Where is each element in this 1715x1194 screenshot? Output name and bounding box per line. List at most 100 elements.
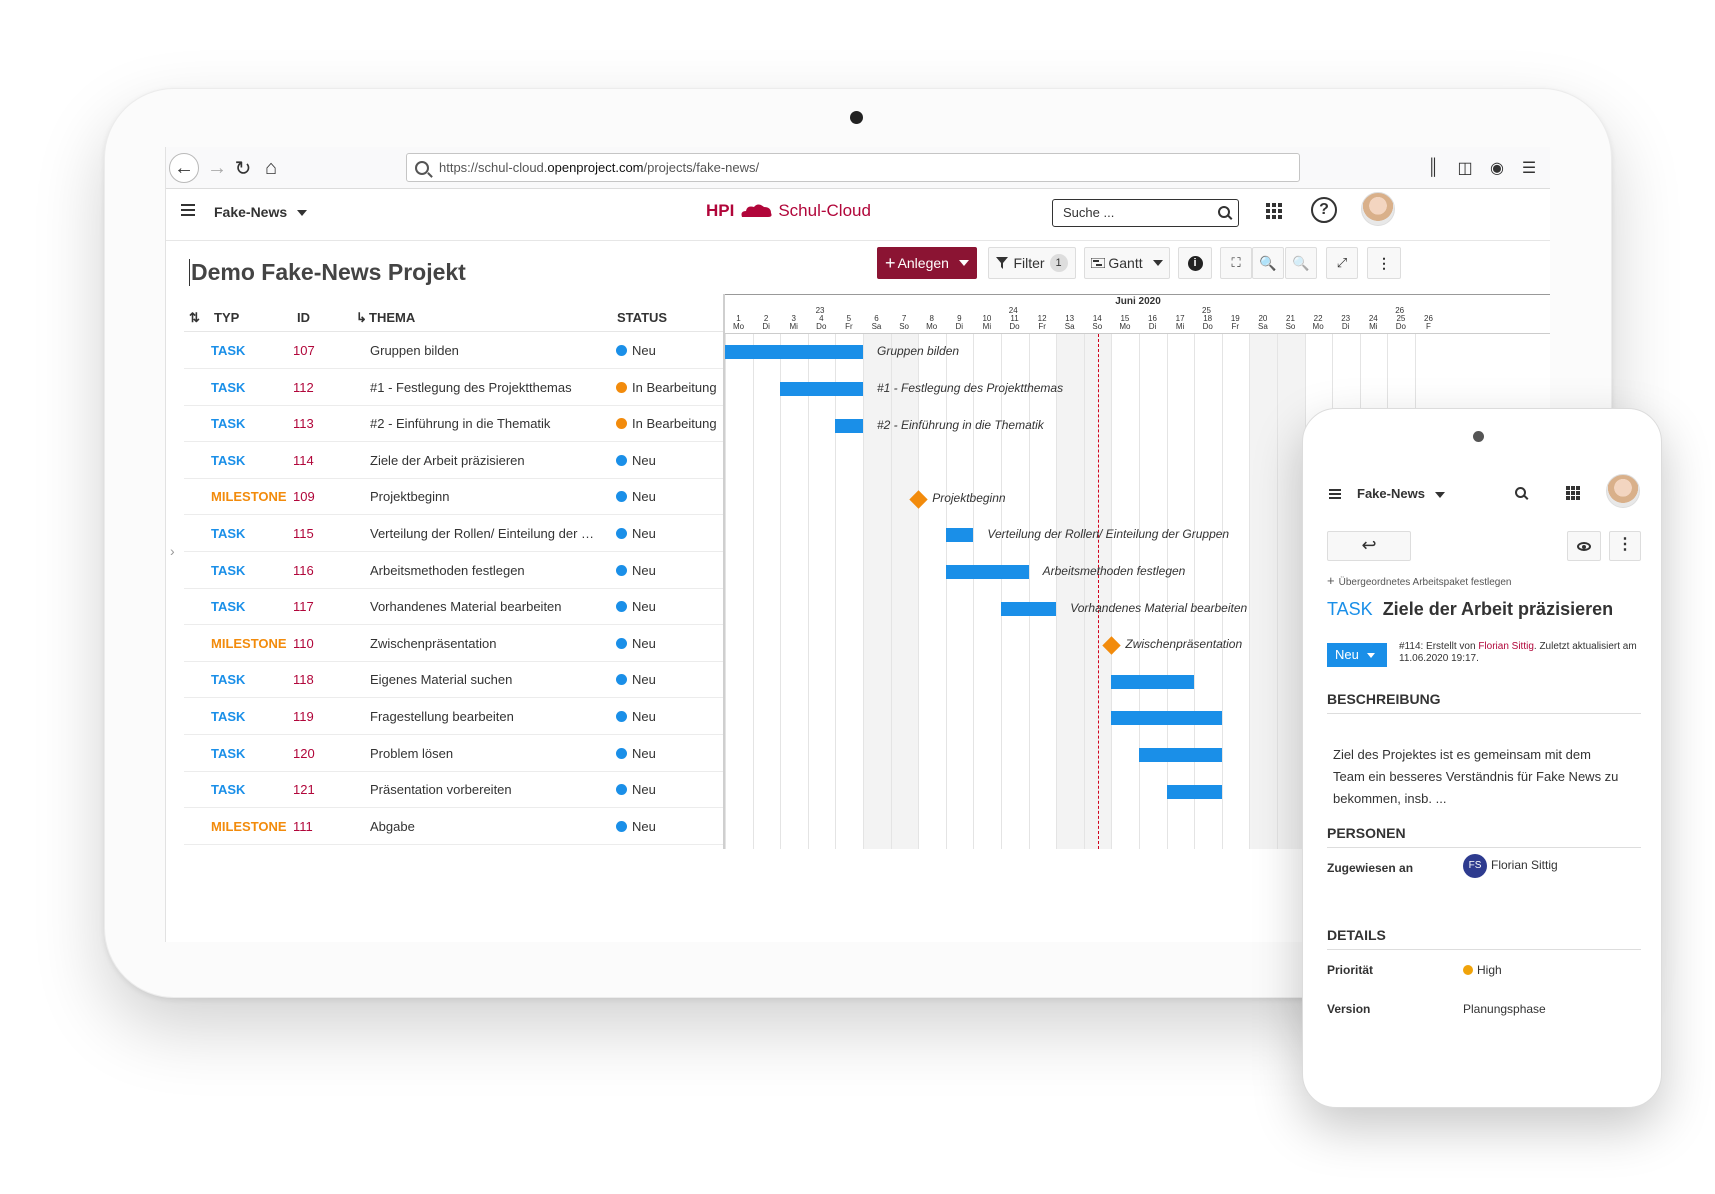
description-text[interactable]: Ziel des Projektes ist es gemeinsam mit … bbox=[1333, 747, 1619, 806]
column-type[interactable]: TYP bbox=[214, 310, 240, 325]
cell-id[interactable]: 119 bbox=[293, 709, 314, 724]
cell-status[interactable]: In Bearbeitung bbox=[616, 416, 717, 431]
table-row[interactable]: TASK 121 Präsentation vorbereiten Neu bbox=[184, 771, 724, 809]
cell-subject[interactable]: Zwischenpräsentation bbox=[370, 635, 497, 651]
cell-id[interactable]: 116 bbox=[293, 562, 314, 578]
cell-id[interactable]: 117 bbox=[293, 599, 314, 615]
account-icon[interactable]: ◉ bbox=[1490, 160, 1504, 177]
table-row[interactable]: TASK 116 Arbeitsmethoden festlegen Neu bbox=[184, 552, 724, 589]
priority-field[interactable]: High bbox=[1463, 963, 1502, 977]
status-dropdown[interactable]: Neu bbox=[1327, 643, 1387, 667]
cell-subject[interactable]: Ziele der Arbeit präzisieren bbox=[370, 452, 525, 468]
cell-subject[interactable]: Abgabe bbox=[370, 818, 415, 834]
hierarchy-icon[interactable]: ↳ bbox=[356, 310, 367, 325]
table-row[interactable]: TASK 107 Gruppen bilden Neu bbox=[184, 332, 724, 369]
cell-subject[interactable]: Eigenes Material suchen bbox=[370, 672, 513, 688]
cell-subject[interactable]: Präsentation vorbereiten bbox=[370, 782, 512, 798]
zoom-in-button[interactable]: 🔍 bbox=[1252, 247, 1284, 279]
gantt-bar[interactable] bbox=[1111, 674, 1195, 689]
more-menu-button[interactable]: ⋮ bbox=[1609, 531, 1641, 561]
gantt-bar[interactable] bbox=[1001, 601, 1057, 616]
cell-subject[interactable]: #2 - Einführung in die Thematik bbox=[370, 416, 551, 432]
apps-grid-icon[interactable] bbox=[1566, 486, 1580, 500]
gantt-bar[interactable] bbox=[945, 528, 974, 543]
sidebar-icon[interactable]: ◫ bbox=[1457, 160, 1473, 177]
hamburger-icon[interactable] bbox=[181, 204, 195, 216]
cell-status[interactable]: Neu bbox=[616, 489, 656, 504]
cell-subject[interactable]: Vorhandenes Material bearbeiten bbox=[370, 599, 562, 615]
search-icon[interactable] bbox=[1515, 487, 1526, 498]
cell-subject[interactable]: Problem lösen bbox=[370, 745, 454, 761]
set-parent-link[interactable]: + Übergeordnetes Arbeitspaket festlegen bbox=[1327, 573, 1511, 588]
cell-status[interactable]: In Bearbeitung bbox=[616, 380, 717, 395]
gantt-bar[interactable] bbox=[945, 564, 1029, 579]
table-row[interactable]: TASK 120 Problem lösen Neu bbox=[184, 735, 724, 772]
cell-id[interactable]: 111 bbox=[293, 818, 313, 834]
cell-status[interactable]: Neu bbox=[616, 709, 656, 724]
cell-subject[interactable]: Fragestellung bearbeiten bbox=[370, 709, 514, 724]
cell-status[interactable]: Neu bbox=[616, 746, 656, 761]
cell-status[interactable]: Neu bbox=[616, 343, 656, 358]
cell-status[interactable]: Neu bbox=[616, 672, 656, 687]
table-row[interactable]: MILESTONE 109 Projektbeginn Neu bbox=[184, 478, 724, 516]
cell-id[interactable]: 121 bbox=[293, 782, 315, 798]
column-subject[interactable]: THEMA bbox=[369, 310, 416, 325]
more-menu-button[interactable]: ⋮ bbox=[1367, 247, 1401, 279]
table-row[interactable]: TASK 112 #1 - Festlegung des Projektthemas… bbox=[184, 369, 724, 406]
cell-status[interactable]: Neu bbox=[616, 819, 656, 834]
cell-status[interactable]: Neu bbox=[616, 782, 656, 797]
column-status[interactable]: STATUS bbox=[617, 310, 668, 325]
cell-subject[interactable]: Projektbeginn bbox=[370, 489, 450, 505]
url-bar[interactable]: https://schul-cloud. openproject.com/proj… bbox=[406, 153, 1300, 182]
gantt-bar[interactable] bbox=[835, 418, 863, 433]
library-icon[interactable]: ║ bbox=[1427, 159, 1439, 176]
cell-status[interactable]: Neu bbox=[616, 599, 656, 614]
reload-icon[interactable]: ↻ bbox=[234, 157, 252, 180]
cell-id[interactable]: 107 bbox=[293, 343, 315, 358]
help-icon[interactable]: ? bbox=[1311, 197, 1337, 223]
info-button[interactable]: i bbox=[1178, 247, 1212, 279]
cell-id[interactable]: 110 bbox=[293, 635, 314, 651]
avatar[interactable] bbox=[1361, 192, 1395, 226]
cell-subject[interactable]: #1 - Festlegung des Projektthemas bbox=[370, 379, 572, 395]
cell-subject[interactable]: Gruppen bilden bbox=[370, 343, 459, 358]
table-row[interactable]: TASK 118 Eigenes Material suchen Neu bbox=[184, 661, 724, 699]
cell-id[interactable]: 113 bbox=[293, 416, 314, 432]
cell-subject[interactable]: Arbeitsmethoden festlegen bbox=[370, 562, 525, 578]
cell-status[interactable]: Neu bbox=[616, 453, 656, 468]
project-selector[interactable]: Fake-News bbox=[214, 204, 308, 220]
zoom-out-button[interactable]: 🔍 bbox=[1285, 247, 1317, 279]
cell-id[interactable]: 114 bbox=[293, 452, 314, 468]
filter-button[interactable]: Filter 1 bbox=[988, 247, 1076, 279]
back-arrow-icon[interactable]: ← bbox=[169, 153, 199, 183]
fullscreen-button[interactable]: ⤢ bbox=[1326, 247, 1358, 279]
column-id[interactable]: ID bbox=[297, 310, 310, 325]
cell-id[interactable]: 115 bbox=[293, 526, 314, 541]
version-field[interactable]: Planungsphase bbox=[1463, 1002, 1546, 1016]
table-row[interactable]: TASK 117 Vorhandenes Material bearbeiten Ne… bbox=[184, 588, 724, 626]
gantt-bar[interactable] bbox=[1111, 711, 1222, 726]
cell-id[interactable]: 112 bbox=[293, 379, 314, 395]
cell-id[interactable]: 109 bbox=[293, 489, 315, 505]
table-row[interactable]: TASK 115 Verteilung der Rollen/ Einteilung… bbox=[184, 515, 724, 552]
cell-subject[interactable]: Verteilung der Rollen/ Einteilung der Gr… bbox=[370, 526, 604, 541]
author-link[interactable]: Florian Sittig bbox=[1478, 641, 1534, 652]
cell-status[interactable]: Neu bbox=[616, 526, 656, 541]
forward-arrow-icon[interactable]: → bbox=[207, 156, 227, 179]
gantt-bar[interactable] bbox=[1166, 784, 1222, 799]
menu-icon[interactable]: ☰ bbox=[1521, 160, 1537, 177]
table-row[interactable]: TASK 114 Ziele der Arbeit präzisieren Neu bbox=[184, 442, 724, 479]
watch-button[interactable] bbox=[1567, 531, 1601, 561]
project-selector[interactable]: Fake-News bbox=[1357, 486, 1445, 501]
table-row[interactable]: MILESTONE 110 Zwischenpräsentation Neu bbox=[184, 625, 724, 662]
logo[interactable]: HPI Schul-Cloud bbox=[706, 201, 871, 221]
assignee-field[interactable]: FS Florian Sittig bbox=[1463, 854, 1558, 878]
cell-id[interactable]: 120 bbox=[293, 745, 315, 761]
avatar[interactable] bbox=[1606, 474, 1640, 508]
sort-icon[interactable]: ⇅ bbox=[189, 310, 200, 325]
gantt-bar[interactable] bbox=[725, 345, 863, 360]
gantt-bar[interactable] bbox=[1139, 747, 1222, 762]
hamburger-icon[interactable] bbox=[1329, 489, 1341, 499]
chevron-right-icon[interactable]: › bbox=[170, 543, 175, 559]
table-row[interactable]: TASK 119 Fragestellung bearbeiten Neu bbox=[184, 698, 724, 735]
